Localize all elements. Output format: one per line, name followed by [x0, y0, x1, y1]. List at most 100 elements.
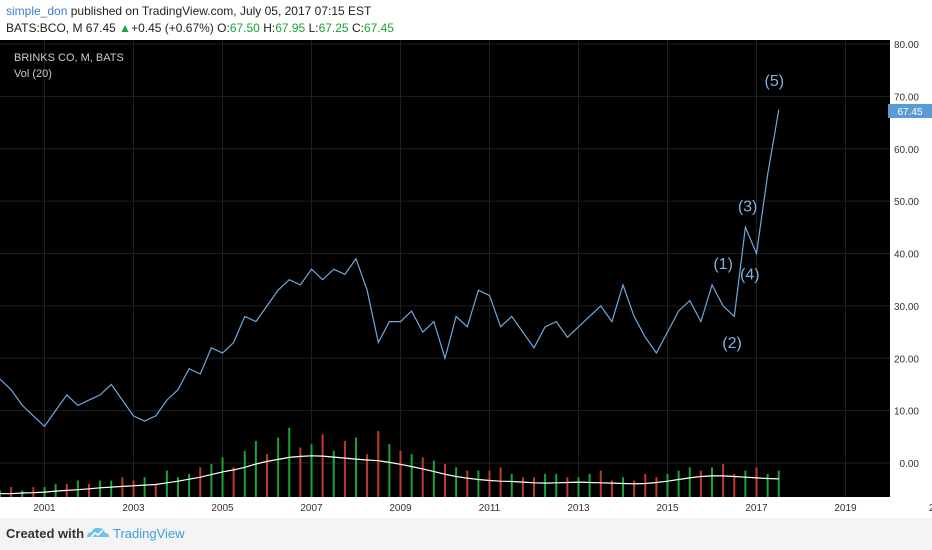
price-badge-bg: [888, 104, 932, 118]
volume-bar: [99, 480, 102, 497]
open-value: 67.50: [229, 21, 260, 35]
price-tick-label: 70.00: [894, 92, 919, 103]
volume-bar: [477, 470, 480, 497]
volume-bar: [722, 464, 725, 497]
ohlc-info: BATS:BCO, M 67.45 ▲+0.45 (+0.67%) O:67.5…: [6, 21, 394, 35]
volume-bar: [388, 444, 391, 497]
price-tick-label: 20.00: [894, 354, 919, 365]
price-tick-label: 30.00: [894, 302, 919, 313]
indicator-label: Vol (20): [14, 68, 52, 80]
volume-bar: [444, 464, 446, 497]
volume-bar: [10, 487, 13, 497]
volume-bar: [677, 470, 680, 497]
volume-bar: [455, 467, 458, 497]
volume-bar: [332, 450, 335, 497]
author-link[interactable]: simple_don: [6, 4, 68, 18]
price-tick-label: 80.00: [894, 40, 919, 51]
volume-bar: [432, 460, 435, 497]
volume-bar: [766, 473, 769, 497]
volume-bar: [410, 454, 413, 497]
volume-bar: [132, 480, 135, 497]
volume-bar: [266, 454, 268, 497]
volume-bar: [154, 483, 157, 497]
publish-info: simple_don published on TradingView.com,…: [6, 4, 371, 18]
wave-label: (3): [738, 199, 758, 216]
last-price: 67.45: [85, 21, 116, 35]
volume-bar: [321, 434, 324, 497]
volume-ma-line: [0, 455, 779, 495]
price-tick-label: 50.00: [894, 197, 919, 208]
volume-bar: [121, 477, 124, 497]
volume-bar: [288, 427, 291, 497]
volume-bar: [633, 480, 636, 497]
volume-bar: [377, 431, 380, 497]
volume-bar: [555, 473, 558, 497]
volume-bar: [421, 457, 424, 497]
volume-bar: [299, 447, 302, 497]
volume-bar: [232, 467, 235, 497]
time-tick-label: 2015: [656, 503, 679, 514]
time-tick-label: 2001: [33, 503, 56, 514]
volume-bar: [622, 477, 624, 497]
time-tick-label: 2005: [211, 503, 234, 514]
volume-bar: [221, 457, 224, 497]
time-axis[interactable]: [0, 497, 890, 518]
created-with-label: Created with: [6, 526, 85, 541]
volume-bar: [366, 454, 369, 497]
volume-bar: [733, 473, 736, 497]
volume-bar: [54, 483, 57, 497]
time-axis-labels: 2001 2003 2005 2007 2009 2011 2013 2015 2017 2019…: [33, 503, 932, 514]
price-tick-label: 40.00: [894, 250, 919, 261]
volume-bar: [588, 473, 591, 497]
price-axis-labels: 80.00 70.00 60.00 50.00 40.00 30.00 20.00 10.00…: [894, 40, 919, 470]
volume-bar: [666, 473, 669, 497]
tradingview-logo-icon[interactable]: [84, 524, 110, 542]
volume-bar: [488, 470, 491, 497]
volume-bar: [243, 450, 246, 497]
price-badge-label: 67.45: [897, 107, 922, 118]
plot-area[interactable]: [0, 40, 890, 497]
time-tick-label: 2003: [122, 503, 145, 514]
time-tick-label: 2009: [389, 503, 412, 514]
volume-bar: [688, 467, 691, 497]
volume-bar: [210, 464, 213, 497]
price-tick-label: 10.00: [894, 407, 919, 418]
time-tick-label: 2011: [479, 503, 501, 514]
wave-label: (5): [765, 73, 785, 90]
price-tick-label: 60.00: [894, 145, 919, 156]
volume-bar: [755, 467, 758, 497]
footer: Created with TradingView: [0, 518, 932, 550]
volume-bar: [610, 480, 613, 497]
ticker-label: BATS:BCO, M: [6, 21, 83, 35]
volume-bar: [21, 490, 24, 497]
tradingview-link[interactable]: TradingView: [113, 526, 185, 541]
price-line: [0, 109, 780, 428]
wave-label: (2): [722, 335, 742, 352]
open-label: O:: [217, 21, 230, 35]
price-chart[interactable]: (1) (2) (3) (4) (5) 80.00 70.00 60.00 50.00 40.0…: [0, 40, 932, 518]
chart-header: simple_don published on TradingView.com,…: [0, 0, 932, 40]
volume-bar: [32, 487, 35, 497]
volume-bar: [310, 444, 313, 497]
high-value: 67.95: [275, 21, 306, 35]
volume-bar: [711, 467, 713, 497]
price-axis[interactable]: [890, 40, 932, 518]
time-tick-label: 20: [929, 503, 932, 514]
time-tick-label: 2019: [834, 503, 857, 514]
volume-bar: [744, 470, 747, 497]
up-arrow-icon: ▲: [119, 21, 132, 35]
time-tick-label: 2007: [300, 503, 323, 514]
high-label: H:: [263, 21, 276, 35]
close-label: C:: [351, 21, 364, 35]
volume-bar: [188, 473, 191, 497]
last-price-badge: 67.45: [888, 104, 932, 118]
volume-bar: [88, 483, 90, 497]
price-change: +0.45 (+0.67%): [131, 21, 214, 35]
volume-bar: [533, 477, 535, 497]
volume-bar: [577, 477, 580, 497]
volume-bar: [277, 437, 280, 497]
elliott-wave-labels: (1) (2) (3) (4) (5): [713, 73, 784, 352]
volume-bar: [644, 473, 647, 497]
volume-bar: [355, 437, 357, 497]
volume-bar: [177, 477, 179, 497]
